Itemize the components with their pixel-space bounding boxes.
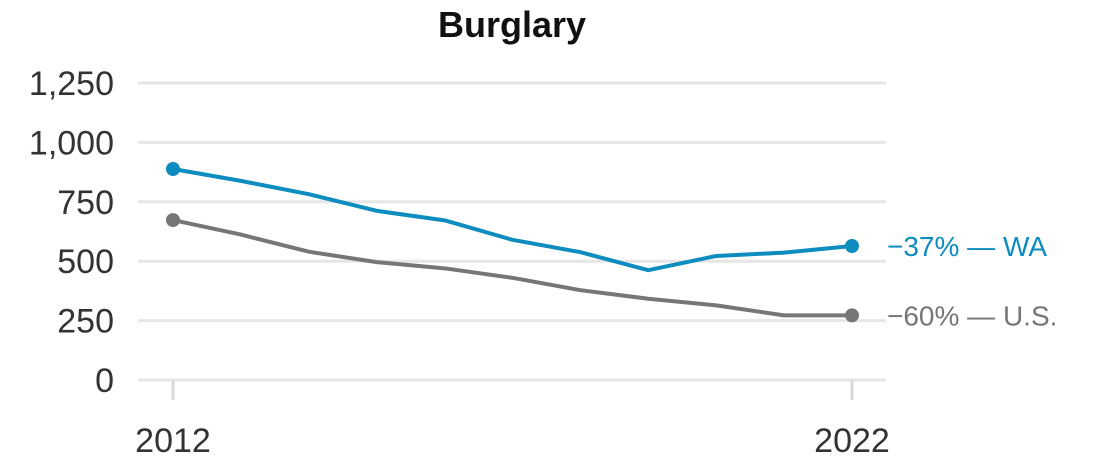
- y-tick-label: 750: [57, 184, 114, 222]
- series-label-wa: −37% — WA: [887, 231, 1047, 262]
- gridlines: [138, 81, 886, 382]
- x-axis: 2012 2022: [135, 380, 890, 460]
- y-tick-label: 500: [57, 243, 114, 281]
- series-lines: [166, 162, 859, 323]
- end-point-wa: [845, 238, 859, 253]
- y-tick-label: 1,250: [29, 65, 114, 103]
- start-point-u-s: [166, 213, 180, 228]
- chart-title: Burglary: [437, 4, 587, 45]
- series-end-labels: −60% — U.S. −37% — WA: [887, 231, 1057, 331]
- series-line-wa: [171, 167, 854, 273]
- y-axis-tick-labels: 0 250 500 750 1,000 1,250: [29, 65, 114, 400]
- y-tick-label: 0: [95, 362, 114, 400]
- x-tick-label: 2022: [814, 422, 890, 460]
- y-tick-label: 250: [57, 303, 114, 341]
- y-tick-label: 1,000: [29, 124, 114, 162]
- x-tick-label: 2012: [135, 422, 211, 460]
- series-line-u-s: [171, 218, 854, 318]
- end-point-u-s: [845, 308, 859, 323]
- series-label-u-s: −60% — U.S.: [887, 300, 1057, 331]
- start-point-wa: [166, 162, 180, 177]
